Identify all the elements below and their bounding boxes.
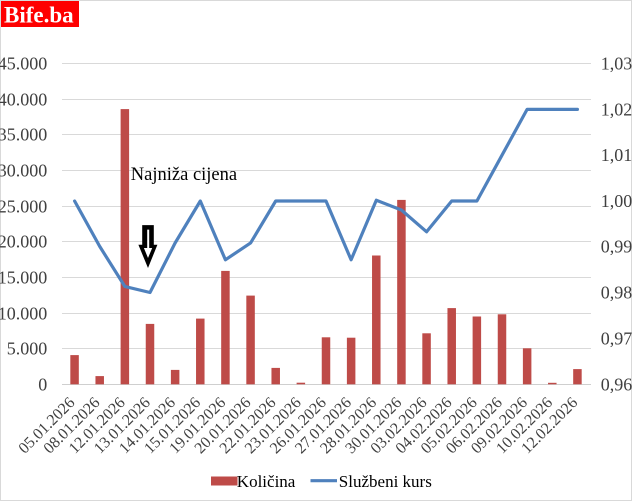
svg-text:10.000: 10.000 [0, 304, 47, 324]
svg-text:Količina: Količina [237, 472, 296, 491]
svg-text:1,03: 1,03 [601, 54, 633, 74]
svg-text:1,01: 1,01 [601, 145, 633, 165]
svg-text:45.000: 45.000 [0, 54, 47, 74]
svg-text:40.000: 40.000 [0, 90, 47, 110]
svg-text:0,99: 0,99 [601, 237, 633, 257]
svg-text:0,96: 0,96 [601, 375, 633, 395]
svg-text:25.000: 25.000 [0, 197, 47, 217]
svg-text:5.000: 5.000 [7, 339, 48, 359]
svg-text:30.000: 30.000 [0, 161, 47, 181]
svg-text:Najniža cijena: Najniža cijena [131, 165, 237, 185]
svg-text:0,97: 0,97 [601, 328, 633, 348]
svg-text:Bife.ba: Bife.ba [4, 3, 74, 28]
svg-text:0: 0 [38, 375, 47, 395]
svg-text:0,98: 0,98 [601, 283, 633, 303]
svg-text:20.000: 20.000 [0, 232, 47, 252]
svg-text:35.000: 35.000 [0, 125, 47, 145]
svg-text:Službeni kurs: Službeni kurs [339, 472, 432, 491]
svg-text:1,00: 1,00 [601, 191, 633, 211]
svg-text:1,02: 1,02 [601, 99, 633, 119]
svg-text:15.000: 15.000 [0, 268, 47, 288]
